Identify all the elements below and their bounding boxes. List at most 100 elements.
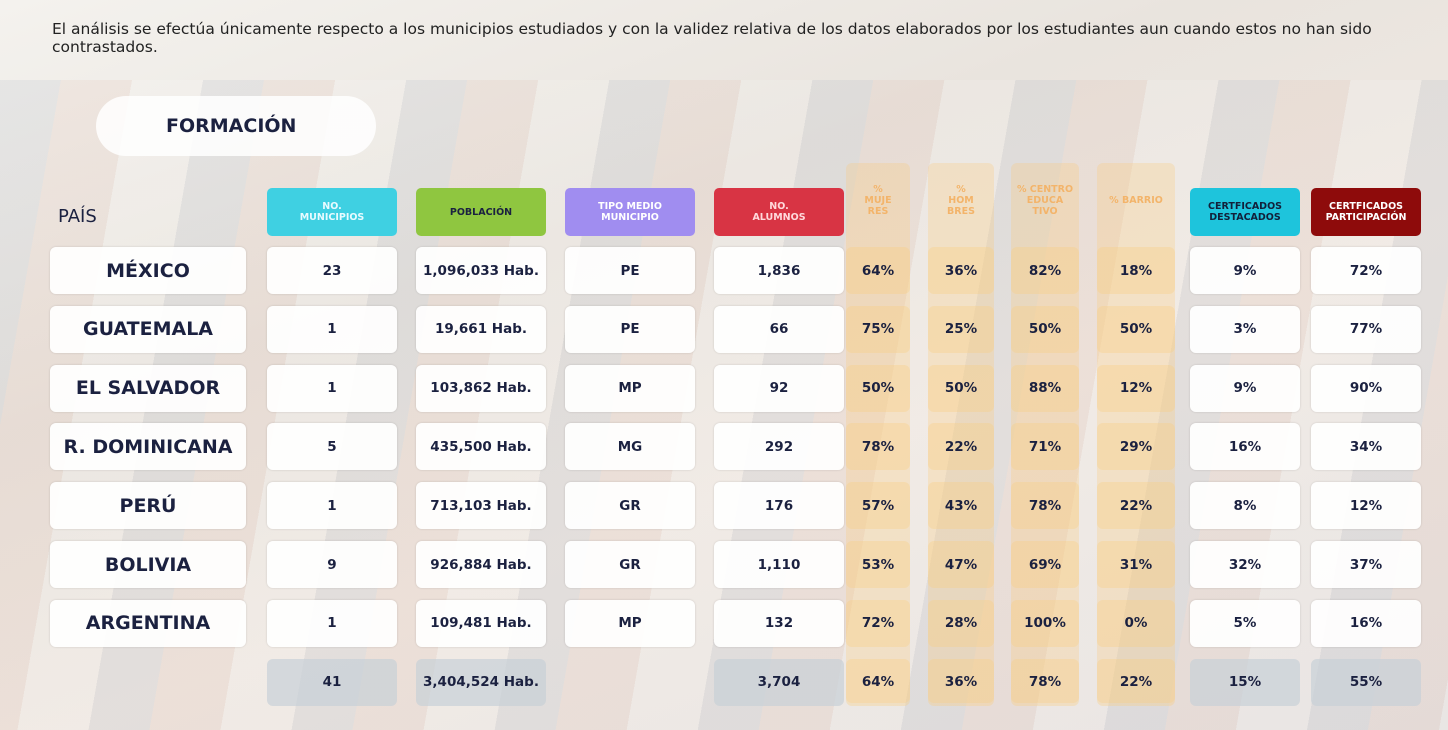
orange-column bbox=[1011, 163, 1079, 703]
section-title: FORMACIÓN bbox=[96, 96, 376, 156]
header-line: ALUMNOS bbox=[752, 212, 806, 223]
header-line: PARTICIPACIÓN bbox=[1325, 212, 1407, 223]
data-cell: 9% bbox=[1190, 364, 1300, 412]
data-cell: 32% bbox=[1190, 541, 1300, 588]
data-cell: 16% bbox=[1190, 423, 1300, 471]
total-cell: 55% bbox=[1311, 658, 1421, 706]
header-line: DESTACADOS bbox=[1209, 212, 1281, 223]
header-line: % CENTRO bbox=[1016, 183, 1074, 195]
data-cell: 53% bbox=[846, 541, 910, 588]
data-cell: 132 bbox=[714, 599, 844, 647]
header-line: TIVO bbox=[1032, 205, 1058, 217]
data-cell: 78% bbox=[846, 423, 910, 471]
data-cell: 926,884 Hab. bbox=[416, 541, 546, 588]
data-cell: 1,836 bbox=[714, 247, 844, 294]
data-cell: 37% bbox=[1311, 541, 1421, 588]
data-cell: 435,500 Hab. bbox=[416, 423, 546, 471]
header-line: NO. bbox=[322, 201, 342, 212]
data-cell: 71% bbox=[1011, 423, 1079, 471]
total-cell: 22% bbox=[1097, 658, 1175, 706]
column-header: % MUJE RES bbox=[846, 175, 910, 225]
country-cell: GUATEMALA bbox=[50, 305, 246, 353]
data-cell: 9% bbox=[1190, 247, 1300, 294]
data-cell: 9 bbox=[267, 541, 397, 588]
data-cell: 72% bbox=[1311, 247, 1421, 294]
header-line: MUJE bbox=[864, 194, 892, 206]
country-cell: EL SALVADOR bbox=[50, 364, 246, 412]
orange-column bbox=[928, 163, 994, 703]
header-line: HOM bbox=[948, 194, 974, 206]
data-cell: 50% bbox=[846, 364, 910, 412]
data-cell: 25% bbox=[928, 305, 994, 353]
total-cell: 64% bbox=[846, 658, 910, 706]
data-cell: 1,110 bbox=[714, 541, 844, 588]
data-cell: 0% bbox=[1097, 599, 1175, 647]
country-cell: PERÚ bbox=[50, 482, 246, 530]
header-line: CERTFICADOS bbox=[1208, 201, 1282, 212]
data-cell: 88% bbox=[1011, 364, 1079, 412]
column-header: % BARRIO bbox=[1097, 175, 1175, 225]
header-line: % bbox=[956, 183, 966, 195]
data-cell: 12% bbox=[1097, 364, 1175, 412]
data-cell: 57% bbox=[846, 482, 910, 530]
data-cell: 22% bbox=[1097, 482, 1175, 530]
data-cell: 43% bbox=[928, 482, 994, 530]
header-line: POBLACIÓN bbox=[449, 206, 513, 218]
data-cell: 66 bbox=[714, 305, 844, 353]
data-cell: 3% bbox=[1190, 305, 1300, 353]
data-cell: MP bbox=[565, 599, 695, 647]
data-cell: 22% bbox=[928, 423, 994, 471]
data-cell: 1 bbox=[267, 364, 397, 412]
total-cell: 3,704 bbox=[714, 658, 844, 706]
total-cell: 36% bbox=[928, 658, 994, 706]
data-cell: PE bbox=[565, 247, 695, 294]
data-cell: 5% bbox=[1190, 599, 1300, 647]
data-cell: 90% bbox=[1311, 364, 1421, 412]
data-cell: 75% bbox=[846, 305, 910, 353]
orange-column bbox=[1097, 163, 1175, 703]
country-cell: R. DOMINICANA bbox=[50, 423, 246, 471]
column-header: % CENTRO EDUCA TIVO bbox=[1011, 175, 1079, 225]
data-cell: 29% bbox=[1097, 423, 1175, 471]
data-cell: 31% bbox=[1097, 541, 1175, 588]
data-cell: 34% bbox=[1311, 423, 1421, 471]
data-cell: 69% bbox=[1011, 541, 1079, 588]
header-line: CERTFICADOS bbox=[1329, 201, 1403, 212]
column-header: POBLACIÓN bbox=[416, 188, 546, 236]
data-cell: 64% bbox=[846, 247, 910, 294]
data-cell: 19,661 Hab. bbox=[416, 305, 546, 353]
data-cell: 100% bbox=[1011, 599, 1079, 647]
data-cell: 50% bbox=[928, 364, 994, 412]
header-line: % bbox=[873, 183, 883, 195]
data-cell: 12% bbox=[1311, 482, 1421, 530]
column-header: CERTFICADOS DESTACADOS bbox=[1190, 188, 1300, 236]
header-line: MUNICIPIO bbox=[601, 212, 659, 223]
data-cell: 109,481 Hab. bbox=[416, 599, 546, 647]
total-cell: 15% bbox=[1190, 658, 1300, 706]
column-header: CERTFICADOS PARTICIPACIÓN bbox=[1311, 188, 1421, 236]
total-cell: 3,404,524 Hab. bbox=[416, 658, 546, 706]
column-header: TIPO MEDIO MUNICIPIO bbox=[565, 188, 695, 236]
header-line: TIPO MEDIO bbox=[598, 201, 662, 212]
column-header: NO. ALUMNOS bbox=[714, 188, 844, 236]
data-cell: 713,103 Hab. bbox=[416, 482, 546, 530]
total-cell: 41 bbox=[267, 658, 397, 706]
data-cell: 5 bbox=[267, 423, 397, 471]
data-cell: 1 bbox=[267, 482, 397, 530]
data-cell: 72% bbox=[846, 599, 910, 647]
data-cell: 47% bbox=[928, 541, 994, 588]
header-line: BRES bbox=[947, 205, 975, 217]
orange-column bbox=[846, 163, 910, 703]
country-cell: ARGENTINA bbox=[50, 599, 246, 647]
country-cell: MÉXICO bbox=[50, 247, 246, 294]
data-cell: 28% bbox=[928, 599, 994, 647]
data-cell: GR bbox=[565, 541, 695, 588]
country-header: PAÍS bbox=[58, 206, 97, 227]
header-line: EDUCA bbox=[1026, 194, 1064, 206]
total-cell: 78% bbox=[1011, 658, 1079, 706]
data-cell: 77% bbox=[1311, 305, 1421, 353]
data-cell: PE bbox=[565, 305, 695, 353]
data-cell: 50% bbox=[1011, 305, 1079, 353]
data-cell: 176 bbox=[714, 482, 844, 530]
header-line: % BARRIO bbox=[1109, 194, 1163, 206]
